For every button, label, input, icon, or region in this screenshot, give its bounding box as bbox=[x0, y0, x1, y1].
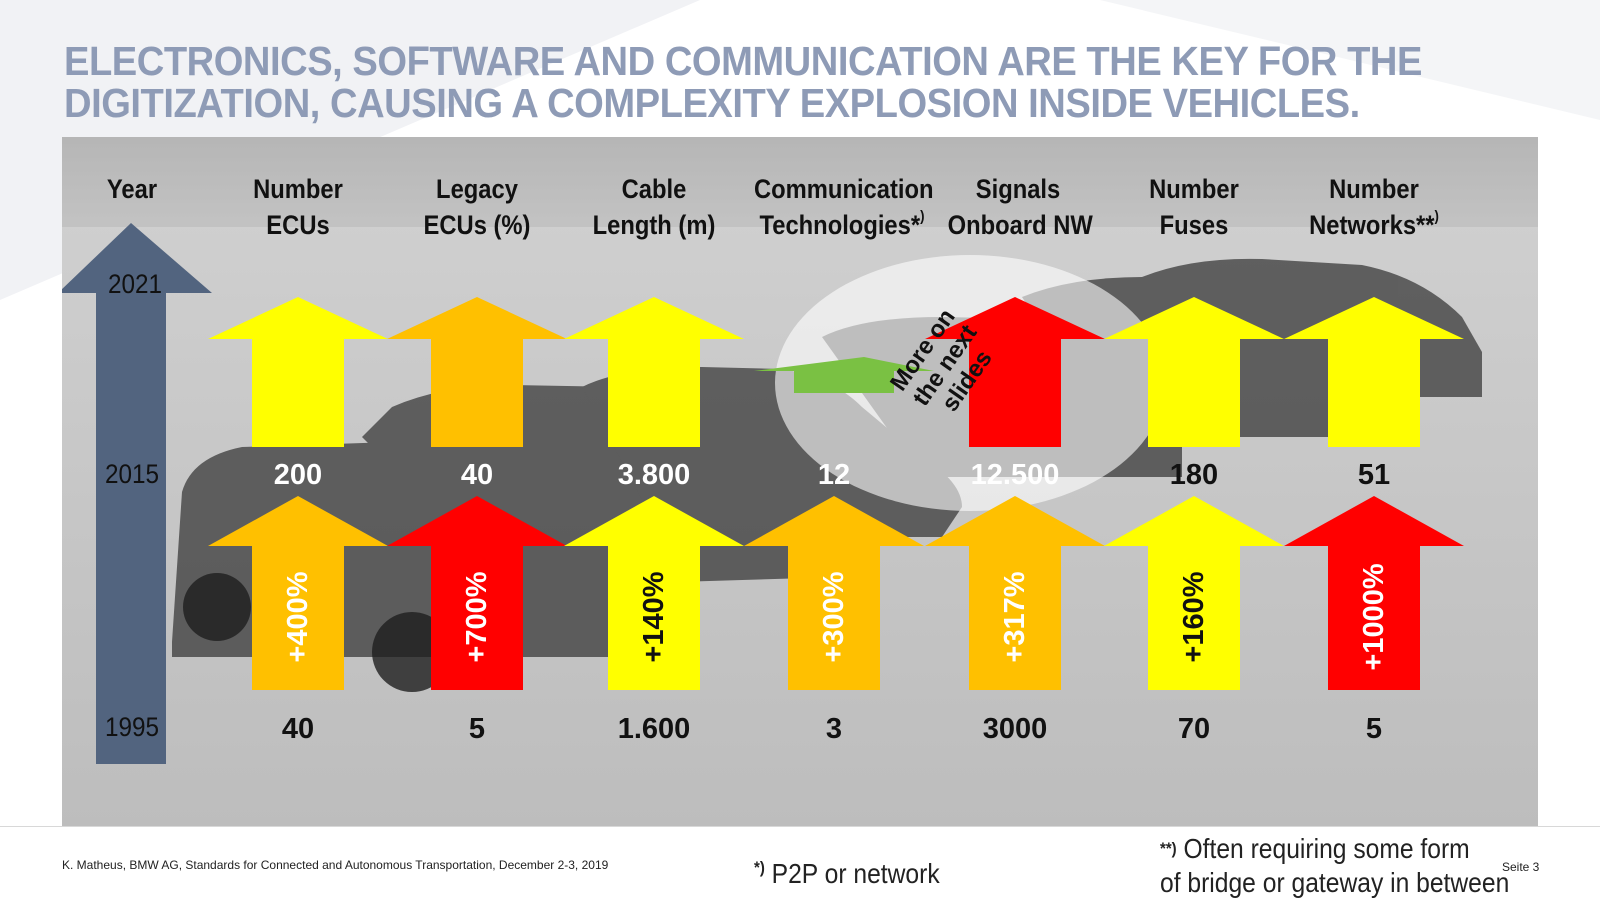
year-1995: 1995 bbox=[105, 712, 160, 742]
header-cable-length-line1: Cable bbox=[621, 174, 687, 204]
footnote-bridge-gateway: **) Often requiring some form of bridge … bbox=[1160, 832, 1509, 900]
header-communication-technologies: Communication Technologies*) bbox=[754, 171, 934, 243]
year-2021: 2021 bbox=[108, 269, 163, 299]
footnote-p2p-text: P2P or network bbox=[764, 858, 940, 889]
value-2015: 3.800 bbox=[617, 459, 691, 491]
growth-percent: +317% bbox=[999, 571, 1031, 663]
growth-arrow-2015-2021 bbox=[208, 297, 388, 447]
value-1995: 3 bbox=[825, 713, 843, 745]
value-2015: 12.500 bbox=[970, 459, 1060, 491]
header-comm-line2: Technologies* bbox=[759, 210, 921, 240]
header-comm-sup: ) bbox=[920, 208, 925, 225]
growth-arrow-1995-2015 bbox=[387, 496, 567, 690]
growth-arrow-2015-2021 bbox=[387, 297, 567, 447]
value-2015: 180 bbox=[1169, 459, 1219, 491]
value-1995: 1.600 bbox=[617, 713, 691, 745]
cars-photo-illustration bbox=[62, 137, 1538, 764]
header-number-ecus-line2: ECUs bbox=[266, 210, 330, 240]
growth-arrow-1995-2015 bbox=[208, 496, 388, 690]
header-legacy-ecus-line1: Legacy bbox=[436, 174, 518, 204]
slide-title-line-2: DIGITIZATION, CAUSING A COMPLEXITY EXPLO… bbox=[64, 80, 1360, 126]
header-cable-length: Cable Length (m) bbox=[584, 171, 725, 243]
header-networks-line1: Number bbox=[1329, 174, 1419, 204]
header-number-networks: Number Networks**) bbox=[1304, 171, 1445, 243]
growth-percent: +700% bbox=[461, 571, 493, 663]
header-fuses-line2: Fuses bbox=[1159, 210, 1229, 240]
growth-percent: +1000% bbox=[1358, 563, 1390, 671]
header-year: Year bbox=[106, 174, 158, 204]
growth-arrow-1995-2015 bbox=[564, 496, 744, 690]
value-2015: 200 bbox=[273, 459, 323, 491]
header-signals-onboard: Signals Onboard NW bbox=[947, 171, 1093, 243]
growth-percent: +300% bbox=[818, 571, 850, 663]
footer-citation: K. Matheus, BMW AG, Standards for Connec… bbox=[62, 858, 609, 872]
footnote-bridge-line1: Often requiring some form bbox=[1176, 833, 1470, 864]
value-1995: 5 bbox=[1365, 713, 1383, 745]
value-2015: 51 bbox=[1357, 459, 1391, 491]
growth-arrow-2015-2021 bbox=[564, 297, 744, 447]
footnote-p2p-mark: *) bbox=[754, 858, 765, 877]
header-fuses-line1: Number bbox=[1149, 174, 1239, 204]
header-networks-line2: Networks** bbox=[1309, 210, 1435, 240]
growth-arrow-2015-2021 bbox=[754, 357, 934, 393]
page-number: Seite 3 bbox=[1502, 860, 1540, 874]
growth-percent: +160% bbox=[1178, 571, 1210, 663]
header-number-fuses: Number Fuses bbox=[1124, 171, 1265, 243]
growth-arrow-2015-2021 bbox=[925, 297, 1105, 447]
footnote-p2p: *) P2P or network bbox=[754, 858, 940, 890]
header-number-ecus: Number ECUs bbox=[228, 171, 369, 243]
header-number-ecus-line1: Number bbox=[253, 174, 343, 204]
header-signals-line1: Signals bbox=[975, 174, 1061, 204]
slide-title-line-1: ELECTRONICS, SOFTWARE AND COMMUNICATION … bbox=[64, 38, 1422, 84]
slide-title: ELECTRONICS, SOFTWARE AND COMMUNICATION … bbox=[64, 40, 1524, 124]
growth-arrow-1995-2015 bbox=[1104, 496, 1284, 690]
footer-divider bbox=[0, 826, 1600, 827]
header-comm-line1: Communication bbox=[754, 174, 934, 204]
footnote-bridge-line2: of bridge or gateway in between bbox=[1160, 867, 1510, 898]
growth-arrows bbox=[208, 297, 1464, 690]
value-1995: 5 bbox=[468, 713, 486, 745]
growth-arrow-1995-2015 bbox=[925, 496, 1105, 690]
header-legacy-ecus-line2: ECUs (%) bbox=[423, 210, 531, 240]
cars-photo-panel: Year Number ECUs Legacy ECUs (%) Cable L… bbox=[62, 137, 1538, 827]
header-legacy-ecus: Legacy ECUs (%) bbox=[407, 171, 548, 243]
header-networks-sup: ) bbox=[1434, 208, 1439, 225]
value-1995: 40 bbox=[281, 713, 315, 745]
value-2015: 40 bbox=[460, 459, 494, 491]
growth-percent: +140% bbox=[638, 571, 670, 663]
growth-arrow-2015-2021 bbox=[1284, 297, 1464, 447]
growth-arrow-1995-2015 bbox=[744, 496, 924, 690]
value-1995: 70 bbox=[1177, 713, 1211, 745]
growth-arrow-1995-2015 bbox=[1284, 496, 1464, 690]
header-cable-length-line2: Length (m) bbox=[592, 210, 716, 240]
footnote-bridge-mark: **) bbox=[1160, 839, 1177, 858]
year-2015: 2015 bbox=[105, 459, 160, 489]
growth-percent: +400% bbox=[282, 571, 314, 663]
header-signals-line2: Onboard NW bbox=[947, 210, 1093, 240]
timeline-arrow bbox=[62, 223, 212, 764]
growth-arrow-2015-2021 bbox=[1104, 297, 1284, 447]
value-1995: 3000 bbox=[982, 713, 1048, 745]
value-2015: 12 bbox=[817, 459, 851, 491]
